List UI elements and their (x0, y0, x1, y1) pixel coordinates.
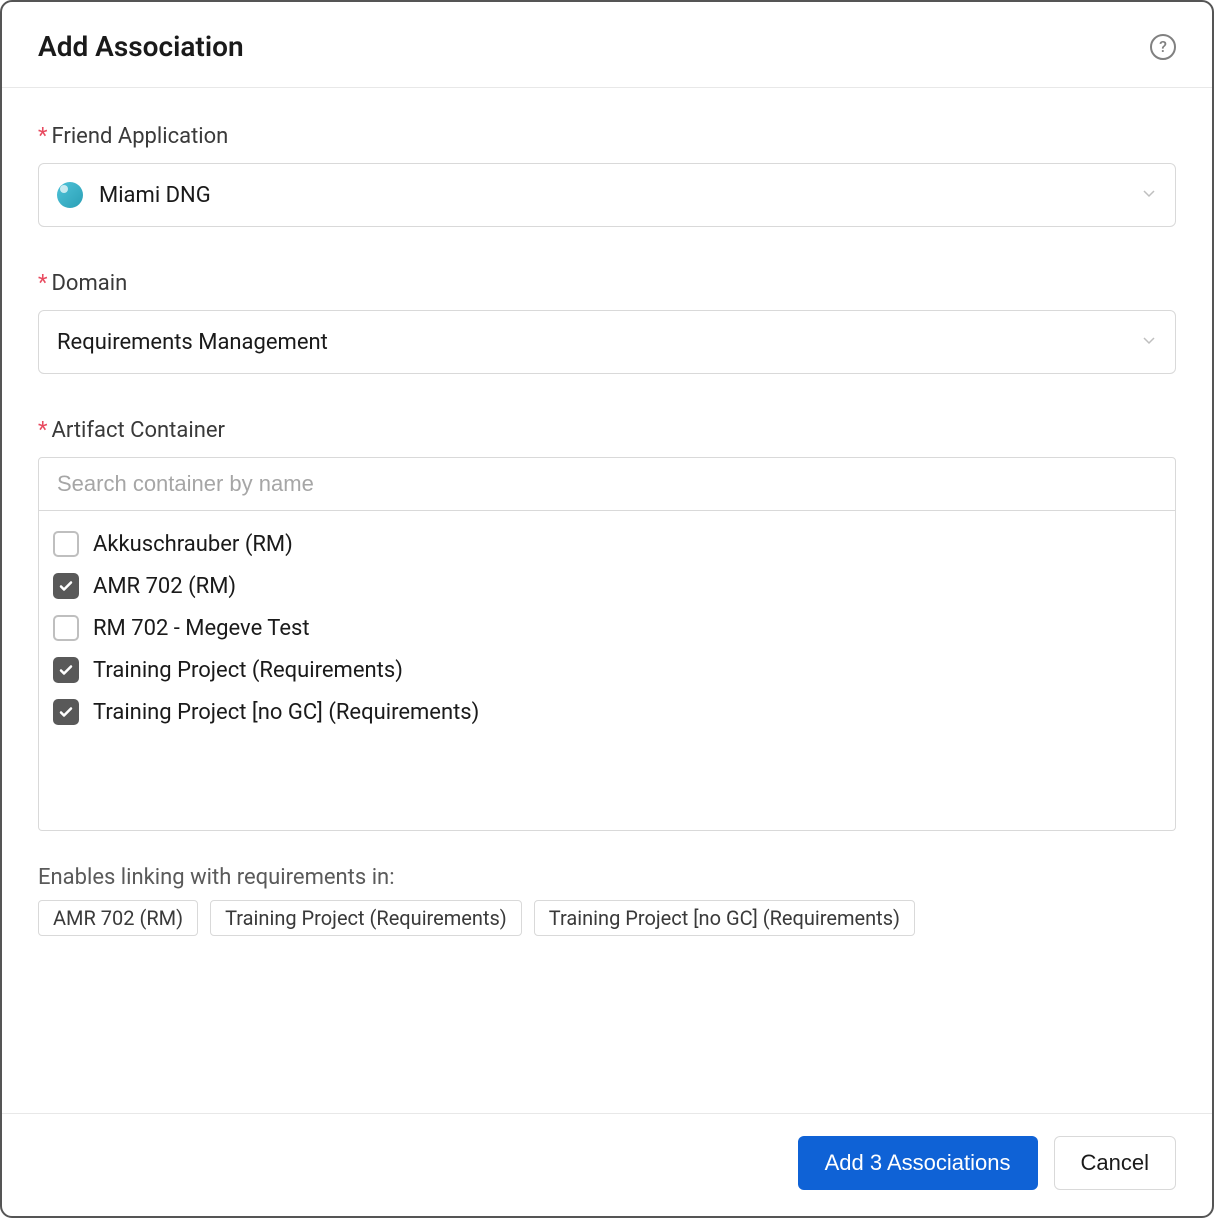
container-item-label: RM 702 - Megeve Test (93, 616, 310, 641)
container-item-label: Training Project [no GC] (Requirements) (93, 700, 479, 725)
friend-application-select[interactable]: Miami DNG (38, 163, 1176, 227)
checkbox[interactable] (53, 657, 79, 683)
required-star: * (38, 418, 47, 443)
container-list-item[interactable]: Training Project [no GC] (Requirements) (49, 691, 1165, 733)
domain-label: *Domain (38, 271, 1176, 296)
container-item-label: Akkuschrauber (RM) (93, 532, 293, 557)
checkbox[interactable] (53, 615, 79, 641)
container-list-item[interactable]: Training Project (Requirements) (49, 649, 1165, 691)
selected-tag: AMR 702 (RM) (38, 900, 198, 936)
artifact-container-field: *Artifact Container Akkuschrauber (RM) AM… (38, 418, 1176, 831)
cancel-button[interactable]: Cancel (1054, 1136, 1176, 1190)
help-icon[interactable]: ? (1150, 34, 1176, 60)
artifact-container-label: *Artifact Container (38, 418, 1176, 443)
checkbox[interactable] (53, 531, 79, 557)
checkbox[interactable] (53, 573, 79, 599)
domain-field: *Domain Requirements Management (38, 271, 1176, 374)
container-search-input[interactable] (38, 457, 1176, 511)
friend-application-label: *Friend Application (38, 124, 1176, 149)
summary-section: Enables linking with requirements in: AM… (38, 865, 1176, 936)
summary-text: Enables linking with requirements in: (38, 865, 1176, 890)
checkbox[interactable] (53, 699, 79, 725)
selected-tag: Training Project [no GC] (Requirements) (534, 900, 915, 936)
container-list-item[interactable]: AMR 702 (RM) (49, 565, 1165, 607)
required-star: * (38, 124, 47, 149)
add-associations-button[interactable]: Add 3 Associations (798, 1136, 1038, 1190)
container-list: Akkuschrauber (RM) AMR 702 (RM) RM 702 - M… (38, 511, 1176, 831)
container-item-label: Training Project (Requirements) (93, 658, 403, 683)
selected-tags-row: AMR 702 (RM) Training Project (Requiremen… (38, 900, 1176, 936)
required-star: * (38, 271, 47, 296)
dialog-header: Add Association ? (2, 2, 1212, 88)
chevron-down-icon (1141, 185, 1157, 205)
domain-value: Requirements Management (57, 330, 1141, 355)
app-icon (57, 182, 83, 208)
chevron-down-icon (1141, 332, 1157, 352)
friend-application-field: *Friend Application Miami DNG (38, 124, 1176, 227)
dialog-body: *Friend Application Miami DNG *Domain Re… (2, 88, 1212, 1113)
container-item-label: AMR 702 (RM) (93, 574, 236, 599)
container-list-item[interactable]: RM 702 - Megeve Test (49, 607, 1165, 649)
domain-select[interactable]: Requirements Management (38, 310, 1176, 374)
selected-tag: Training Project (Requirements) (210, 900, 522, 936)
dialog-title: Add Association (38, 30, 244, 63)
friend-application-value: Miami DNG (99, 183, 1141, 208)
container-list-item[interactable]: Akkuschrauber (RM) (49, 523, 1165, 565)
add-association-dialog: Add Association ? *Friend Application Mi… (0, 0, 1214, 1218)
dialog-footer: Add 3 Associations Cancel (2, 1113, 1212, 1216)
